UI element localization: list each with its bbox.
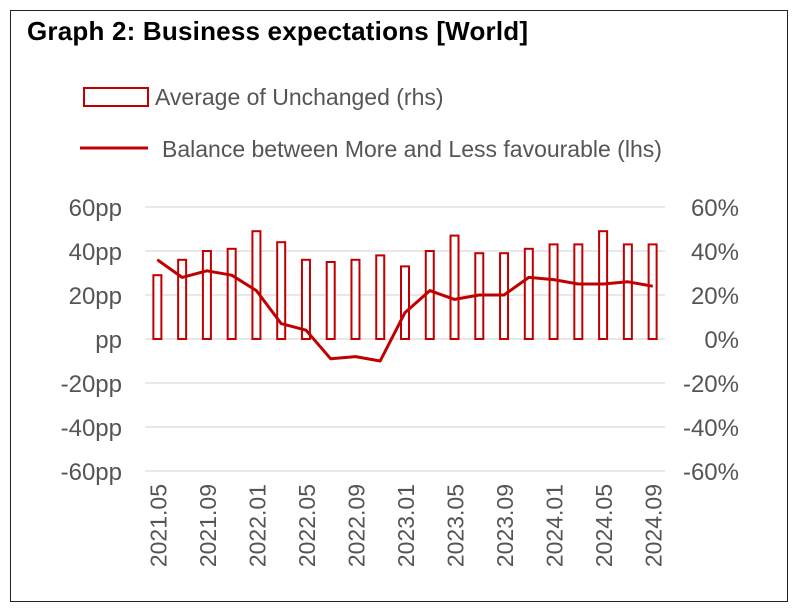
line-point [478,294,480,296]
left-axis: 60pp 40pp 20pp pp -20pp -40pp -60pp [61,195,122,486]
left-tick-label: 40pp [69,239,122,266]
line-point [181,276,183,278]
bar [300,258,311,340]
line-point [206,270,208,272]
bar [226,247,237,340]
left-tick-label: -60pp [61,459,122,486]
bar [449,234,460,341]
x-axis: 2021.05 2021.09 2022.01 2022.05 2022.09 2023.… [145,484,666,567]
line-point [602,283,604,285]
line-point [577,283,579,285]
x-tick-label: 2022.09 [343,484,369,567]
right-tick-label: 60% [691,195,739,222]
right-tick-label: -60% [683,459,739,486]
chart-frame [10,10,788,602]
x-tick-label: 2024.01 [542,484,568,567]
right-tick-label: -40% [683,415,739,442]
bar [400,265,410,340]
bar [325,261,336,340]
line-point [354,356,356,358]
x-tick-label: 2024.05 [591,484,617,567]
line-series [156,258,654,363]
bar [548,243,559,340]
x-tick-label: 2024.09 [641,484,667,567]
left-tick-label: pp [95,327,122,354]
line-point [305,329,307,331]
line-point [330,358,332,360]
x-tick-label: 2023.01 [393,484,419,567]
line-point [156,259,158,261]
bar [523,247,534,340]
legend: Average of Unchanged (rhs) Balance betwe… [80,84,662,162]
right-tick-label: -20% [683,371,739,398]
line-point [429,290,431,292]
right-tick-label: 40% [691,239,739,266]
bar [647,243,658,340]
line-point [379,360,381,362]
x-tick-label: 2023.09 [492,484,518,567]
line-point [280,323,282,325]
bar [276,241,287,340]
line-point [231,274,233,276]
x-tick-label: 2022.01 [244,484,270,567]
right-tick-label: 20% [691,283,739,310]
line-point [652,285,654,287]
x-tick-label: 2021.09 [195,484,221,567]
bar [622,243,633,340]
right-tick-label: 0% [704,327,739,354]
x-tick-label: 2021.05 [145,484,171,567]
x-tick-label: 2022.05 [294,484,320,567]
line-point [528,276,530,278]
bar [350,258,361,340]
line-point [627,281,629,283]
left-tick-label: 60pp [69,195,122,222]
left-tick-label: -20pp [61,371,122,398]
line-point [454,298,456,300]
line-point [255,290,257,292]
x-tick-label: 2023.05 [443,484,469,567]
bar [573,243,584,340]
left-tick-label: 20pp [69,283,122,310]
bar [375,254,386,340]
right-axis: 60% 40% 20% 0% -20% -40% -60% [683,195,739,486]
line-point [404,312,406,314]
line-point [503,294,505,296]
line-point [553,279,555,281]
bar [201,250,212,340]
left-tick-label: -40pp [61,415,122,442]
bar [177,258,188,340]
legend-bar-swatch [83,87,149,107]
bar [152,274,163,341]
chart-title: Graph 2: Business expectations [World] [27,16,529,46]
legend-line-label: Balance between More and Less favourable… [162,136,662,162]
legend-bar-label: Average of Unchanged (rhs) [155,84,444,110]
bar [251,230,262,340]
